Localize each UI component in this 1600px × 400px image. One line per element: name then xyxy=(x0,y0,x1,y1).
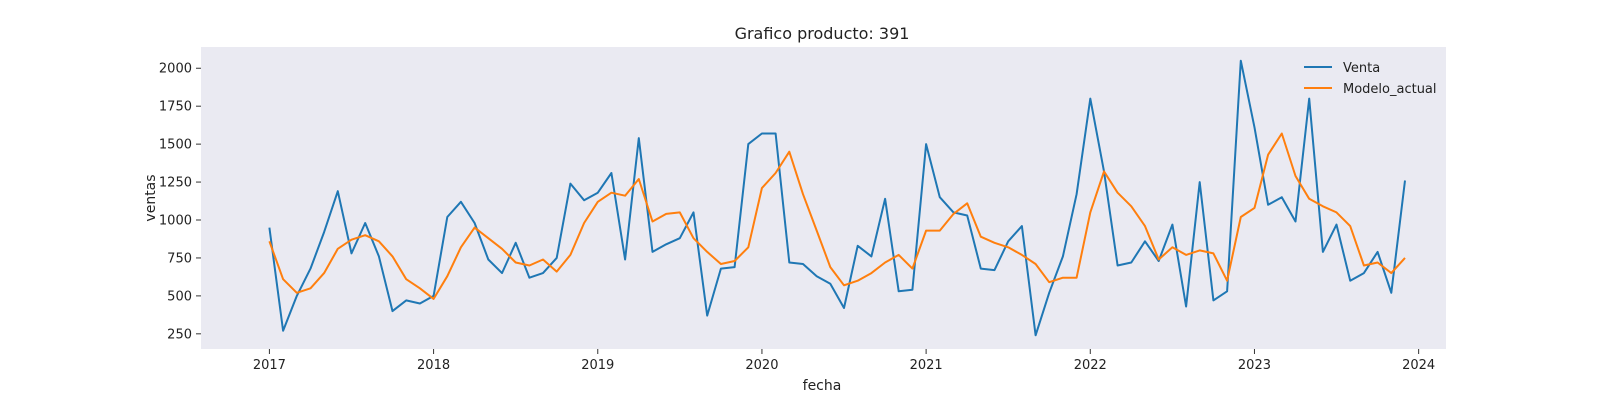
legend: Venta Modelo_actual xyxy=(1304,61,1437,97)
x-tick-label: 2018 xyxy=(417,358,450,373)
x-tick-label: 2019 xyxy=(581,358,614,373)
x-tick-label: 2020 xyxy=(745,358,778,373)
y-ticks: 250 500 750 1000 1250 1500 1750 2000 xyxy=(159,62,201,342)
x-tick-label: 2023 xyxy=(1238,358,1271,373)
series-line-venta xyxy=(268,59,1406,337)
x-tick-label: 2017 xyxy=(253,358,286,373)
y-tick-label: 250 xyxy=(167,327,192,342)
series-line-modelo-actual xyxy=(268,132,1406,300)
y-tick-label: 2000 xyxy=(159,62,192,77)
y-tick-label: 1500 xyxy=(159,138,192,153)
x-tick-label: 2022 xyxy=(1074,358,1107,373)
plot-area xyxy=(201,47,1446,349)
x-tick-label: 2021 xyxy=(910,358,943,373)
series-layer xyxy=(268,59,1406,337)
y-tick-label: 750 xyxy=(167,251,192,266)
chart-title: Grafico producto: 391 xyxy=(735,24,910,43)
y-tick-label: 1750 xyxy=(159,100,192,115)
legend-label-modelo-actual: Modelo_actual xyxy=(1343,82,1437,97)
x-axis-label: fecha xyxy=(803,378,842,394)
x-tick-label: 2024 xyxy=(1402,358,1435,373)
y-tick-label: 500 xyxy=(167,289,192,304)
y-tick-label: 1000 xyxy=(159,214,192,229)
y-axis-label: ventas xyxy=(143,174,159,221)
legend-label-venta: Venta xyxy=(1343,61,1380,76)
x-ticks: 2017 2018 2019 2020 2021 2022 2023 2024 xyxy=(253,349,1435,373)
y-tick-label: 1250 xyxy=(159,176,192,191)
